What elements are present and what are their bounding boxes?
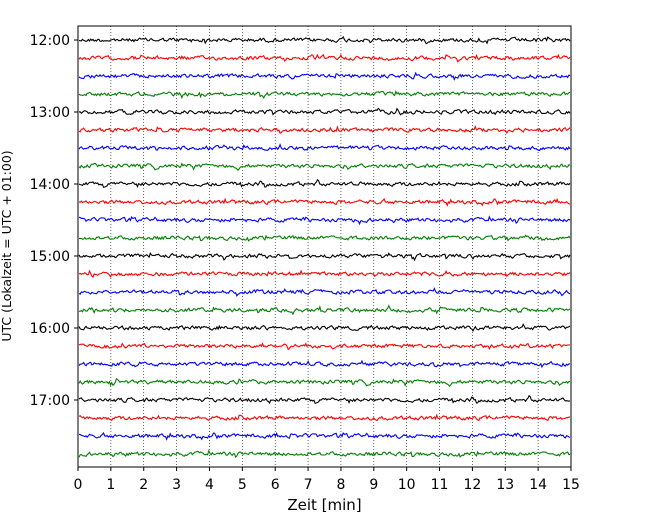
trace-line [78,287,571,297]
trace-line [78,413,571,422]
x-tick-label: 13 [496,477,514,493]
y-axis-label: UTC (Lokalzeit = UTC + 01:00) [0,150,14,341]
trace-line [78,359,571,369]
y-tick-label: 17:00 [30,393,70,409]
trace-line [78,431,571,441]
trace-line [78,107,571,116]
trace-line [78,178,571,188]
trace-line [78,304,571,316]
trace-line [78,215,571,226]
x-tick-label: 12 [463,477,481,493]
x-tick-label: 0 [74,477,83,493]
x-tick-label: 5 [238,477,247,493]
y-axis-ticks: 12:00 13:00 14:00 15:00 16:00 17:00 [30,33,78,409]
x-axis-ticks: 0 1 2 3 4 5 6 7 8 9 10 11 12 13 14 15 [74,467,580,493]
x-tick-label: 8 [336,477,345,493]
trace-line [78,234,571,242]
x-tick-label: 9 [369,477,378,493]
x-axis-label: Zeit [min] [287,496,361,514]
trace-line [78,71,571,81]
trace-line [78,394,571,405]
trace-line [78,449,571,459]
x-tick-label: 1 [106,477,115,493]
trace-line [78,35,571,45]
trace-line [78,197,571,207]
y-tick-label: 13:00 [30,105,70,121]
trace-line [78,143,571,152]
plot-background [78,26,571,467]
trace-line [78,162,571,172]
trace-line [78,269,571,279]
x-tick-label: 10 [398,477,416,493]
seismic-traces [78,35,571,459]
y-tick-label: 12:00 [30,33,70,49]
trace-line [78,323,571,333]
x-tick-label: 11 [431,477,449,493]
x-tick-label: 6 [271,477,280,493]
trace-line [78,377,571,388]
y-tick-label: 15:00 [30,249,70,265]
x-tick-label: 4 [205,477,214,493]
x-tick-label: 2 [139,477,148,493]
x-tick-label: 14 [529,477,547,493]
y-tick-label: 16:00 [30,321,70,337]
x-tick-label: 7 [304,477,313,493]
trace-line [78,90,571,100]
trace-line [78,53,571,63]
trace-line [78,125,571,135]
x-tick-label: 15 [562,477,580,493]
x-tick-label: 3 [172,477,181,493]
trace-line [78,342,571,351]
trace-line [78,252,571,262]
plot-frame [77,25,572,468]
y-tick-label: 14:00 [30,177,70,193]
